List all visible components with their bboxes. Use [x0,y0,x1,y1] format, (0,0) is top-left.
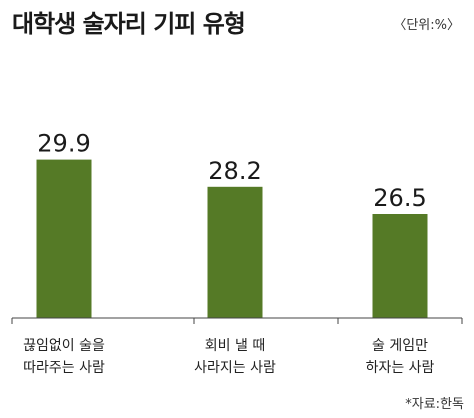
unit-label: 〈단위:%〉 [393,18,460,33]
category-label-2-line-2: 사라지는 사람 [194,360,276,376]
data-labels-group: 29.9 28.2 26.5 [37,130,426,212]
data-label-2: 28.2 [208,157,261,185]
category-label-1-line-2: 따라주는 사람 [23,360,105,376]
chart-title: 대학생 술자리 기피 유형 [12,10,246,38]
bar-2 [207,186,263,318]
x-axis-ticks-group [11,318,463,324]
category-label-3-line-1: 술 게임만 [372,338,428,354]
source-note: *자료:한독 [405,397,464,412]
bar-1 [36,159,92,318]
bars-group [36,159,428,318]
data-label-1: 29.9 [37,130,90,158]
category-label-3-line-2: 하자는 사람 [366,360,435,376]
category-label-1-line-1: 끊임없이 술을 [23,338,105,354]
category-label-2-line-1: 회비 낼 때 [205,338,265,354]
bar-3 [372,214,428,318]
data-label-3: 26.5 [373,184,426,212]
